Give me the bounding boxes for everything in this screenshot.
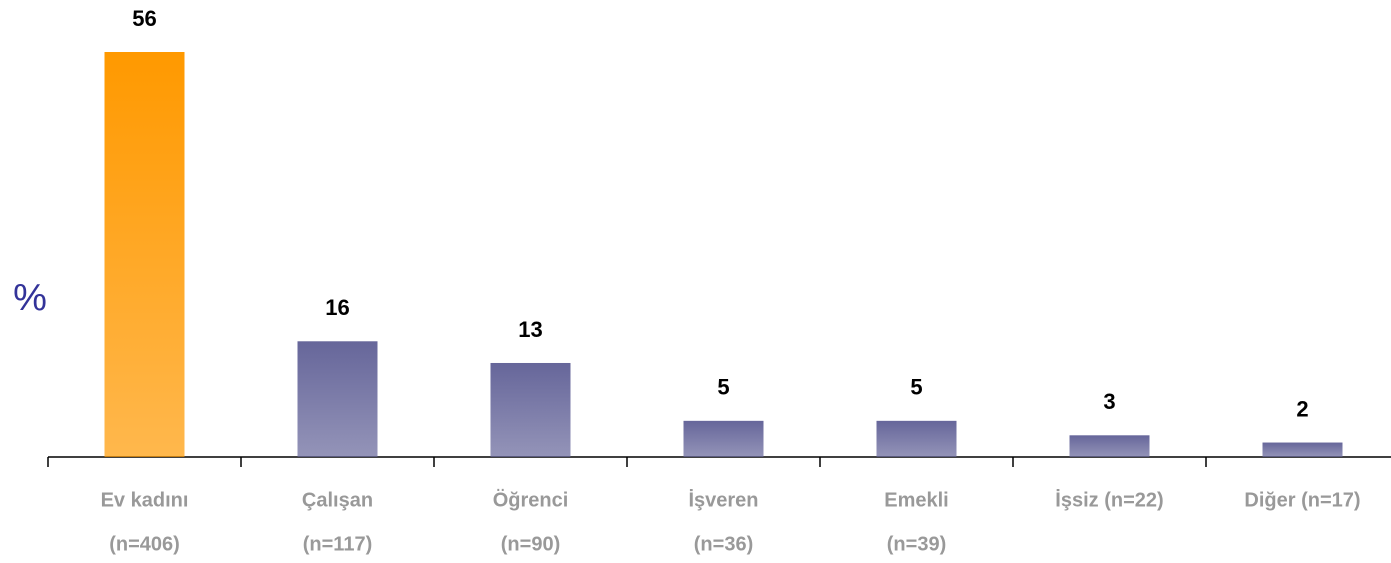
x-tick-label: (n=36) (694, 533, 753, 555)
bar (104, 52, 185, 457)
value-label: 3 (1103, 389, 1115, 414)
bar (297, 341, 378, 457)
value-label: 5 (717, 375, 729, 400)
x-tick-label: (n=90) (501, 533, 560, 555)
value-label: 13 (518, 317, 542, 342)
bar (683, 420, 764, 457)
bar (1069, 435, 1150, 457)
value-label: 56 (132, 6, 156, 31)
x-tick-label: Çalışan (302, 489, 373, 511)
value-label: 16 (325, 295, 349, 320)
value-label: 2 (1296, 396, 1308, 421)
bar (876, 420, 957, 457)
x-tick-label: (n=117) (303, 533, 372, 555)
x-tick-label: Ev kadını (101, 489, 189, 511)
x-tick-label: İşsiz (n=22) (1055, 488, 1163, 511)
x-tick-label: (n=39) (887, 533, 946, 555)
x-tick-label: Öğrenci (493, 488, 569, 511)
value-label: 5 (910, 375, 922, 400)
x-tick-label: Emekli (884, 489, 948, 511)
bar (490, 362, 571, 457)
bar (1262, 442, 1343, 457)
y-axis-label: % (13, 277, 47, 319)
x-tick-label: (n=406) (109, 533, 180, 555)
x-tick-label: Diğer (n=17) (1244, 489, 1360, 511)
x-tick-label: İşveren (688, 488, 758, 511)
